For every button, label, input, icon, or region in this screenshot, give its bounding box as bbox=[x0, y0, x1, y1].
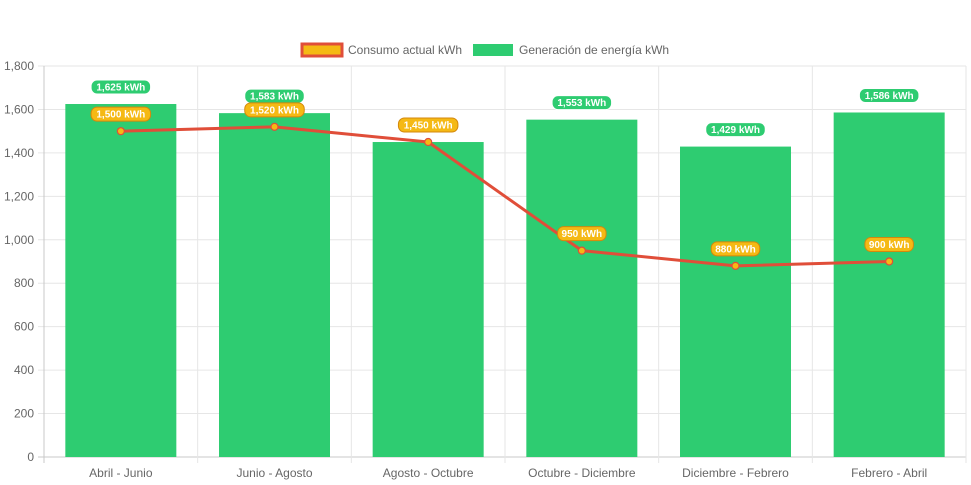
axes: 0 200 400 600 800 1,000 1,200 1,400 1,600 1,800 Ab… bbox=[4, 59, 927, 480]
bar-series bbox=[65, 104, 945, 458]
legend-label-consumo: Consumo actual kWh bbox=[348, 43, 462, 57]
y-tick-label: 1,400 bbox=[4, 146, 34, 160]
line-series bbox=[116, 122, 894, 270]
y-tick-label: 1,600 bbox=[4, 102, 34, 116]
x-tick-label: Octubre - Diciembre bbox=[528, 466, 636, 480]
data-label-bg bbox=[858, 87, 920, 103]
data-label-text: 900 kWh bbox=[869, 240, 910, 251]
data-label-text: 1,450 kWh bbox=[404, 121, 453, 132]
bar[interactable] bbox=[219, 113, 330, 458]
line-value-label: 900 kWh bbox=[864, 237, 914, 252]
y-tick-label: 1,000 bbox=[4, 233, 34, 247]
line-value-label: 1,450 kWh bbox=[397, 117, 459, 133]
bar-value-label: 1,429 kWh bbox=[705, 122, 766, 138]
data-labels: 1,625 kWh 1,583 kWh 1,450 kWh 1,553 kWh 1,42… bbox=[90, 79, 920, 257]
data-label-text: 1,625 kWh bbox=[96, 83, 145, 94]
bar[interactable] bbox=[65, 104, 177, 457]
data-label-bg bbox=[710, 241, 761, 257]
line-value-label: 1,500 kWh bbox=[90, 106, 152, 122]
y-tick-label: 1,800 bbox=[4, 59, 34, 73]
y-tick-label: 1,200 bbox=[4, 189, 34, 203]
bar-value-label: 1,553 kWh bbox=[551, 95, 613, 111]
bar[interactable] bbox=[526, 119, 638, 457]
bar-value-label: 1,586 kWh bbox=[858, 87, 920, 103]
legend-label-generacion: Generación de energía kWh bbox=[519, 43, 669, 57]
data-label-text: 1,583 kWh bbox=[250, 92, 299, 103]
line-point[interactable] bbox=[116, 127, 125, 136]
data-label-bg bbox=[90, 106, 152, 122]
bar[interactable] bbox=[372, 142, 484, 457]
x-tick-label: Junio - Agosto bbox=[236, 466, 312, 480]
legend-item-generacion[interactable]: Generación de energía kWh bbox=[473, 43, 669, 57]
x-tick-label: Abril - Junio bbox=[89, 466, 153, 480]
data-label-bg bbox=[244, 102, 305, 118]
data-label-text: 880 kWh bbox=[715, 244, 756, 255]
y-tick-label: 200 bbox=[14, 407, 34, 421]
line-value-label: 950 kWh bbox=[557, 226, 607, 242]
data-label-bg bbox=[705, 122, 766, 138]
legend-swatch-generacion bbox=[473, 44, 513, 56]
bar[interactable] bbox=[833, 112, 945, 457]
data-label-text: 1,500 kWh bbox=[96, 110, 145, 121]
line-point[interactable] bbox=[731, 261, 740, 270]
data-label-text: 1,586 kWh bbox=[865, 91, 914, 102]
legend: Consumo actual kWh Generación de energía… bbox=[300, 42, 669, 58]
line-point[interactable] bbox=[424, 137, 433, 147]
x-tick-label: Agosto - Octubre bbox=[383, 466, 474, 480]
data-label-bg bbox=[551, 95, 613, 111]
data-label-text: 1,553 kWh bbox=[557, 98, 606, 109]
legend-swatch-consumo bbox=[300, 42, 344, 58]
data-label-text: 1,429 kWh bbox=[711, 125, 760, 136]
y-tick-label: 0 bbox=[27, 450, 34, 464]
x-tick-label: Diciembre - Febrero bbox=[682, 466, 789, 480]
line-value-label: 880 kWh bbox=[710, 241, 761, 257]
line-value-label: 1,520 kWh bbox=[244, 102, 305, 118]
grid-lines bbox=[38, 65, 967, 463]
x-tick-label: Febrero - Abril bbox=[851, 466, 927, 480]
line-point[interactable] bbox=[885, 257, 894, 266]
y-tick-label: 800 bbox=[14, 276, 34, 290]
data-label-text: 1,520 kWh bbox=[250, 105, 299, 116]
line-point[interactable] bbox=[577, 246, 586, 255]
data-label-bg bbox=[864, 237, 914, 252]
bar-value-label: 1,583 kWh bbox=[244, 88, 305, 104]
consumo-line bbox=[120, 125, 890, 268]
y-tick-label: 600 bbox=[14, 320, 34, 334]
data-label-text: 950 kWh bbox=[562, 229, 603, 240]
legend-item-consumo[interactable]: Consumo actual kWh bbox=[300, 42, 462, 58]
data-label-bg bbox=[90, 79, 152, 95]
data-label-bg bbox=[557, 226, 607, 242]
bar-value-label: 1,625 kWh bbox=[90, 79, 152, 95]
data-label-bg bbox=[397, 117, 459, 133]
line-point[interactable] bbox=[270, 122, 279, 131]
bar[interactable] bbox=[680, 146, 791, 457]
y-tick-label: 400 bbox=[14, 363, 34, 377]
